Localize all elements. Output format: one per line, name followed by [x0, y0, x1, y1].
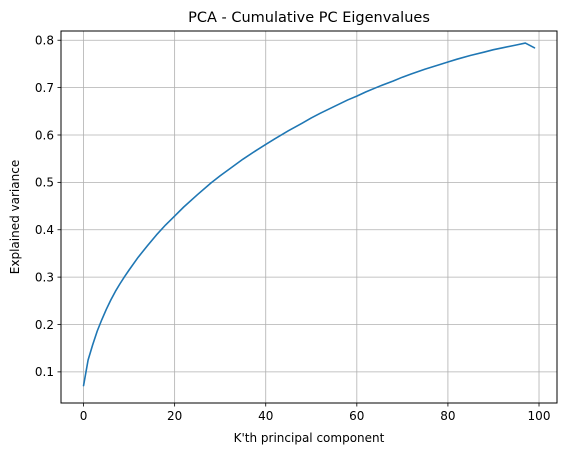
x-tick-label: 20 [167, 409, 182, 423]
x-tick-label: 60 [349, 409, 364, 423]
y-tick-label: 0.7 [35, 81, 54, 95]
x-tick-label: 100 [528, 409, 551, 423]
y-tick-label: 0.5 [35, 176, 54, 190]
chart-title: PCA - Cumulative PC Eigenvalues [188, 10, 430, 26]
y-tick-label: 0.4 [35, 223, 54, 237]
y-tick-label: 0.2 [35, 318, 54, 332]
grid [61, 31, 557, 403]
x-tick-label: 0 [80, 409, 88, 423]
y-tick-label: 0.8 [35, 34, 54, 48]
x-axis-label: K'th principal component [234, 431, 385, 445]
series-line [82, 42, 536, 387]
x-tick-label: 40 [258, 409, 273, 423]
ticks: 0 20 40 60 80 100 0.1 0.2 0.3 0.4 0.5 0.6 0.7 0.8 [35, 34, 551, 423]
series-layer [82, 42, 536, 387]
y-tick-label: 0.1 [35, 365, 54, 379]
y-tick-label: 0.3 [35, 270, 54, 284]
plot-frame [60, 30, 558, 404]
x-tick-label: 80 [440, 409, 455, 423]
y-axis-label: Explained variance [8, 160, 22, 274]
y-tick-label: 0.6 [35, 128, 54, 142]
